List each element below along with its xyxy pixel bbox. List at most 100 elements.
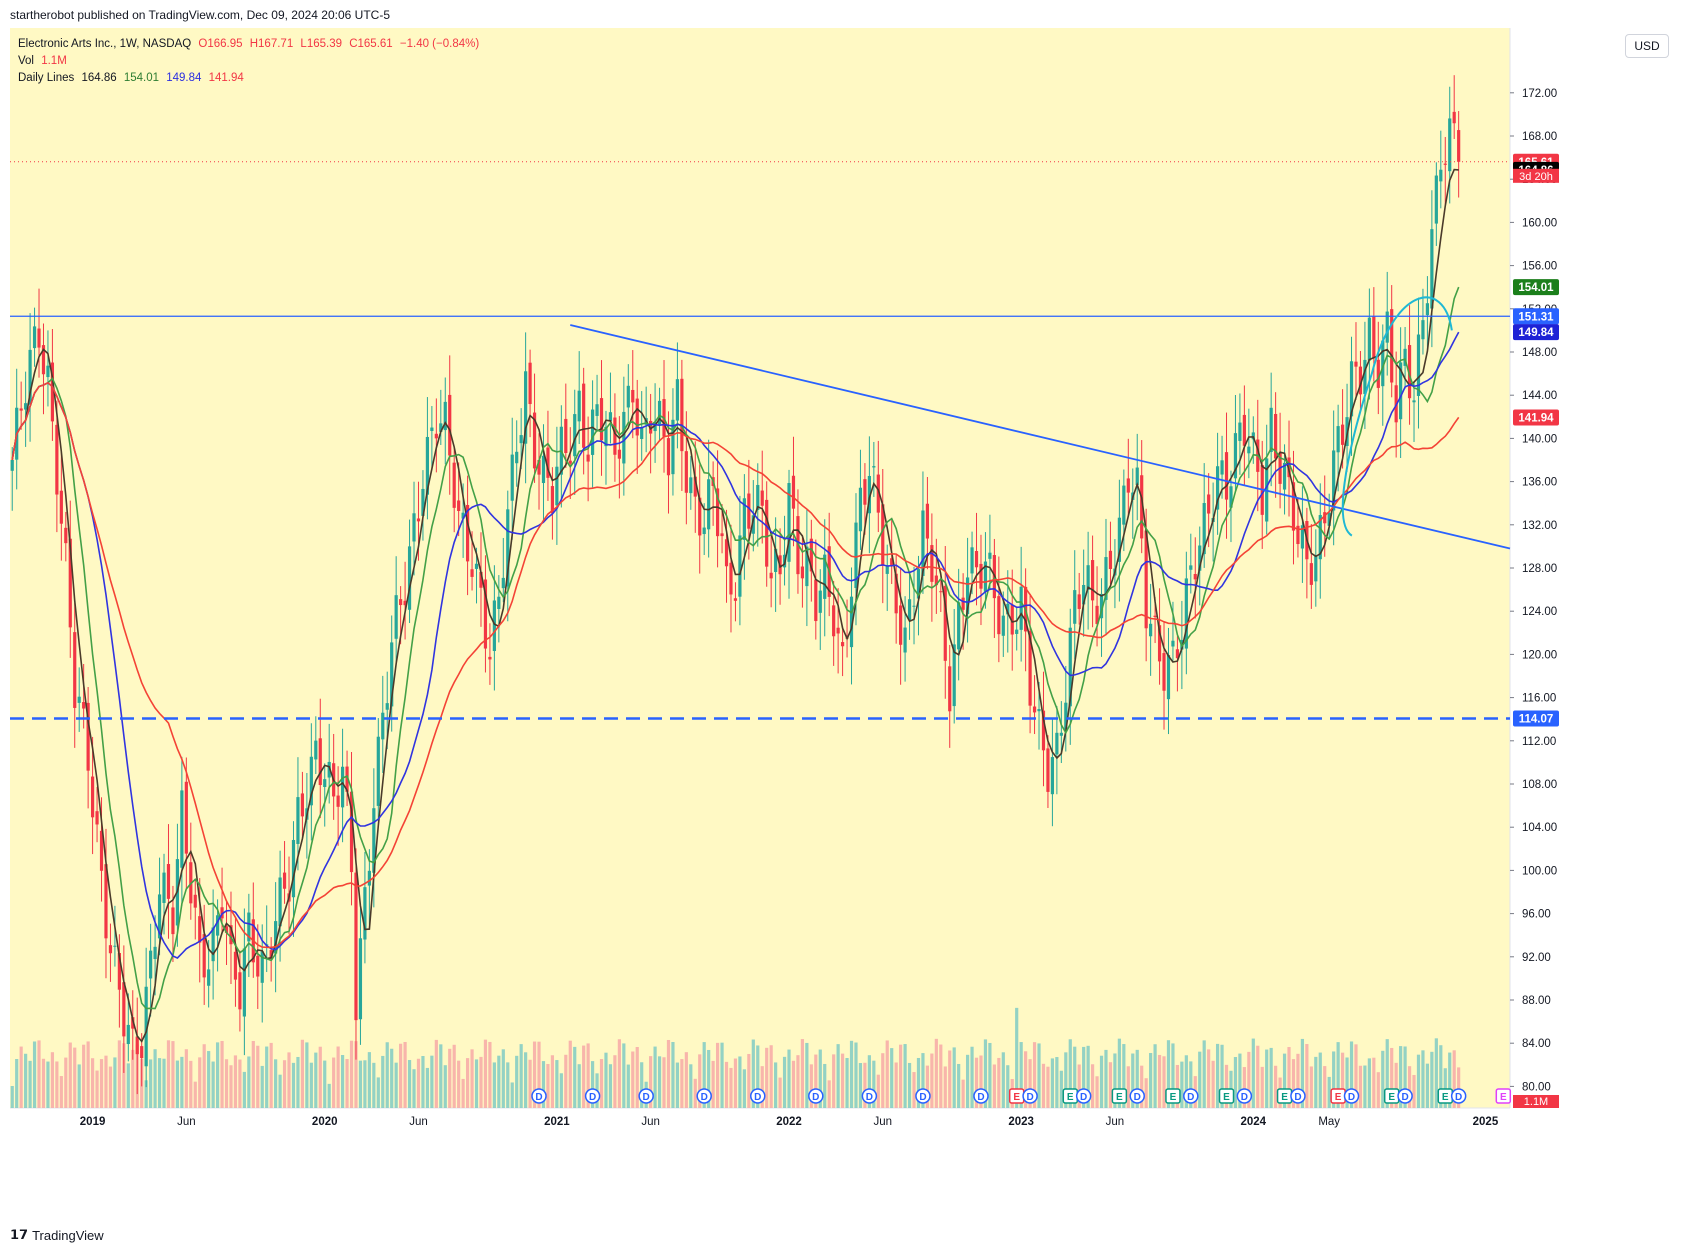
volume-bar [796, 1055, 800, 1108]
candle-body [24, 403, 28, 410]
volume-bar [1256, 1045, 1260, 1108]
dividend-marker[interactable]: D [1290, 1088, 1306, 1104]
volume-bar [175, 1060, 180, 1108]
candle-body [988, 552, 992, 559]
candle-body [131, 1017, 135, 1029]
earnings-marker[interactable]: E [1062, 1088, 1079, 1104]
earnings-marker[interactable]: E [1276, 1088, 1293, 1104]
earnings-marker[interactable]: E [1218, 1088, 1235, 1104]
dividend-marker[interactable]: D [808, 1088, 824, 1104]
dividend-marker-text: D [1294, 1092, 1301, 1103]
volume-bar [1247, 1051, 1251, 1108]
volume-bar [867, 1055, 871, 1108]
candle-body [28, 349, 32, 405]
volume-bar [1046, 1066, 1050, 1108]
volume-bar [854, 1042, 858, 1108]
dividend-marker[interactable]: D [696, 1088, 712, 1104]
x-tick-label: 2022 [776, 1116, 802, 1128]
candle-body [318, 738, 322, 786]
dividend-marker[interactable]: D [1075, 1088, 1092, 1104]
candle-body [952, 644, 956, 707]
candle-body [184, 781, 188, 854]
dividend-marker[interactable]: D [861, 1088, 878, 1104]
legend-change: −1.40 (−0.84%) [399, 38, 480, 50]
candle-body [1327, 512, 1331, 526]
candle-body [1452, 111, 1456, 124]
candle-body [961, 597, 965, 610]
volume-bar [41, 1058, 46, 1108]
price-label-box [1513, 409, 1559, 426]
volume-bar [1309, 1066, 1313, 1108]
earnings-marker[interactable]: E [1437, 1088, 1454, 1104]
volume-bar [488, 1041, 492, 1108]
candle-body [818, 590, 822, 613]
volume-bar [1318, 1052, 1322, 1108]
volume-bar [582, 1045, 586, 1108]
candle-body [122, 982, 126, 1037]
volume-bar [1144, 1078, 1148, 1108]
dividend-marker-text: D [1241, 1092, 1248, 1103]
earnings-marker[interactable]: E [1495, 1088, 1512, 1104]
candle-body [1090, 560, 1095, 601]
dividend-marker[interactable]: D [1236, 1088, 1253, 1104]
candle-body [1126, 478, 1130, 493]
y-tick-label: 80.00 [1522, 1081, 1551, 1093]
tradingview-logo[interactable]: 𝟭𝟳 TradingView [10, 1227, 104, 1243]
dividend-marker-circle [750, 1088, 766, 1104]
volume-bar [635, 1047, 639, 1108]
volume-bar [1314, 1056, 1318, 1108]
earnings-marker[interactable]: E [1008, 1088, 1025, 1104]
earnings-marker[interactable]: E [1383, 1088, 1400, 1104]
volume-bar [1354, 1044, 1358, 1108]
dividend-marker[interactable]: D [915, 1088, 931, 1104]
candle-body [448, 394, 452, 456]
earnings-marker[interactable]: E [1165, 1088, 1181, 1104]
volume-bar [1198, 1051, 1202, 1108]
currency-button[interactable]: USD [1625, 34, 1669, 58]
price-chart[interactable]: 80.00 84.00 88.00 92.00 96.00 100.00 104.00 108… [10, 28, 1678, 1228]
volume-bar [425, 1067, 430, 1108]
price-label-box [1513, 308, 1559, 325]
dividend-marker[interactable]: D [531, 1088, 547, 1104]
volume-bar [28, 1060, 32, 1108]
dividend-marker-text: D [754, 1092, 761, 1103]
earnings-marker[interactable]: E [1111, 1088, 1128, 1104]
volume-bar [336, 1046, 340, 1108]
volume-bar [1345, 1057, 1349, 1108]
dividend-marker[interactable]: D [1450, 1088, 1467, 1104]
dividend-marker[interactable]: D [1397, 1088, 1413, 1104]
candle-body [291, 839, 296, 898]
volume-bar [202, 1044, 206, 1108]
volume-bar [1135, 1049, 1139, 1108]
y-tick-label: 148.00 [1522, 347, 1557, 359]
earnings-marker[interactable]: E [1330, 1088, 1346, 1104]
dividend-marker[interactable]: D [638, 1088, 654, 1104]
volume-bar [680, 1059, 684, 1108]
candle-body [345, 766, 349, 792]
volume-bar [443, 1065, 447, 1108]
y-tick-label: 156.00 [1522, 261, 1557, 273]
candle-body [899, 605, 903, 645]
price-label-text: 149.84 [1518, 327, 1554, 339]
candle-body [805, 546, 809, 587]
candle-body [41, 345, 46, 375]
candle-body [497, 596, 501, 609]
dividend-marker[interactable]: D [1022, 1088, 1038, 1104]
price-label-114-07: 114.07 [1513, 710, 1559, 727]
volume-bar [751, 1039, 755, 1108]
dividend-marker[interactable]: D [1183, 1088, 1199, 1104]
volume-bar [448, 1048, 452, 1108]
candle-body [1215, 466, 1220, 510]
volume-bar [791, 1060, 796, 1108]
dividend-marker-circle [1075, 1088, 1092, 1104]
dividend-marker[interactable]: D [973, 1088, 989, 1104]
dividend-marker[interactable]: D [1343, 1088, 1360, 1104]
candle-body [930, 545, 934, 582]
volume-bar [403, 1041, 407, 1108]
dividend-marker[interactable]: D [1129, 1088, 1145, 1104]
candle-body [528, 362, 532, 405]
candle-body [64, 527, 68, 544]
dividend-marker[interactable]: D [584, 1088, 601, 1104]
dividend-marker[interactable]: D [750, 1088, 766, 1104]
candle-body [653, 422, 657, 432]
